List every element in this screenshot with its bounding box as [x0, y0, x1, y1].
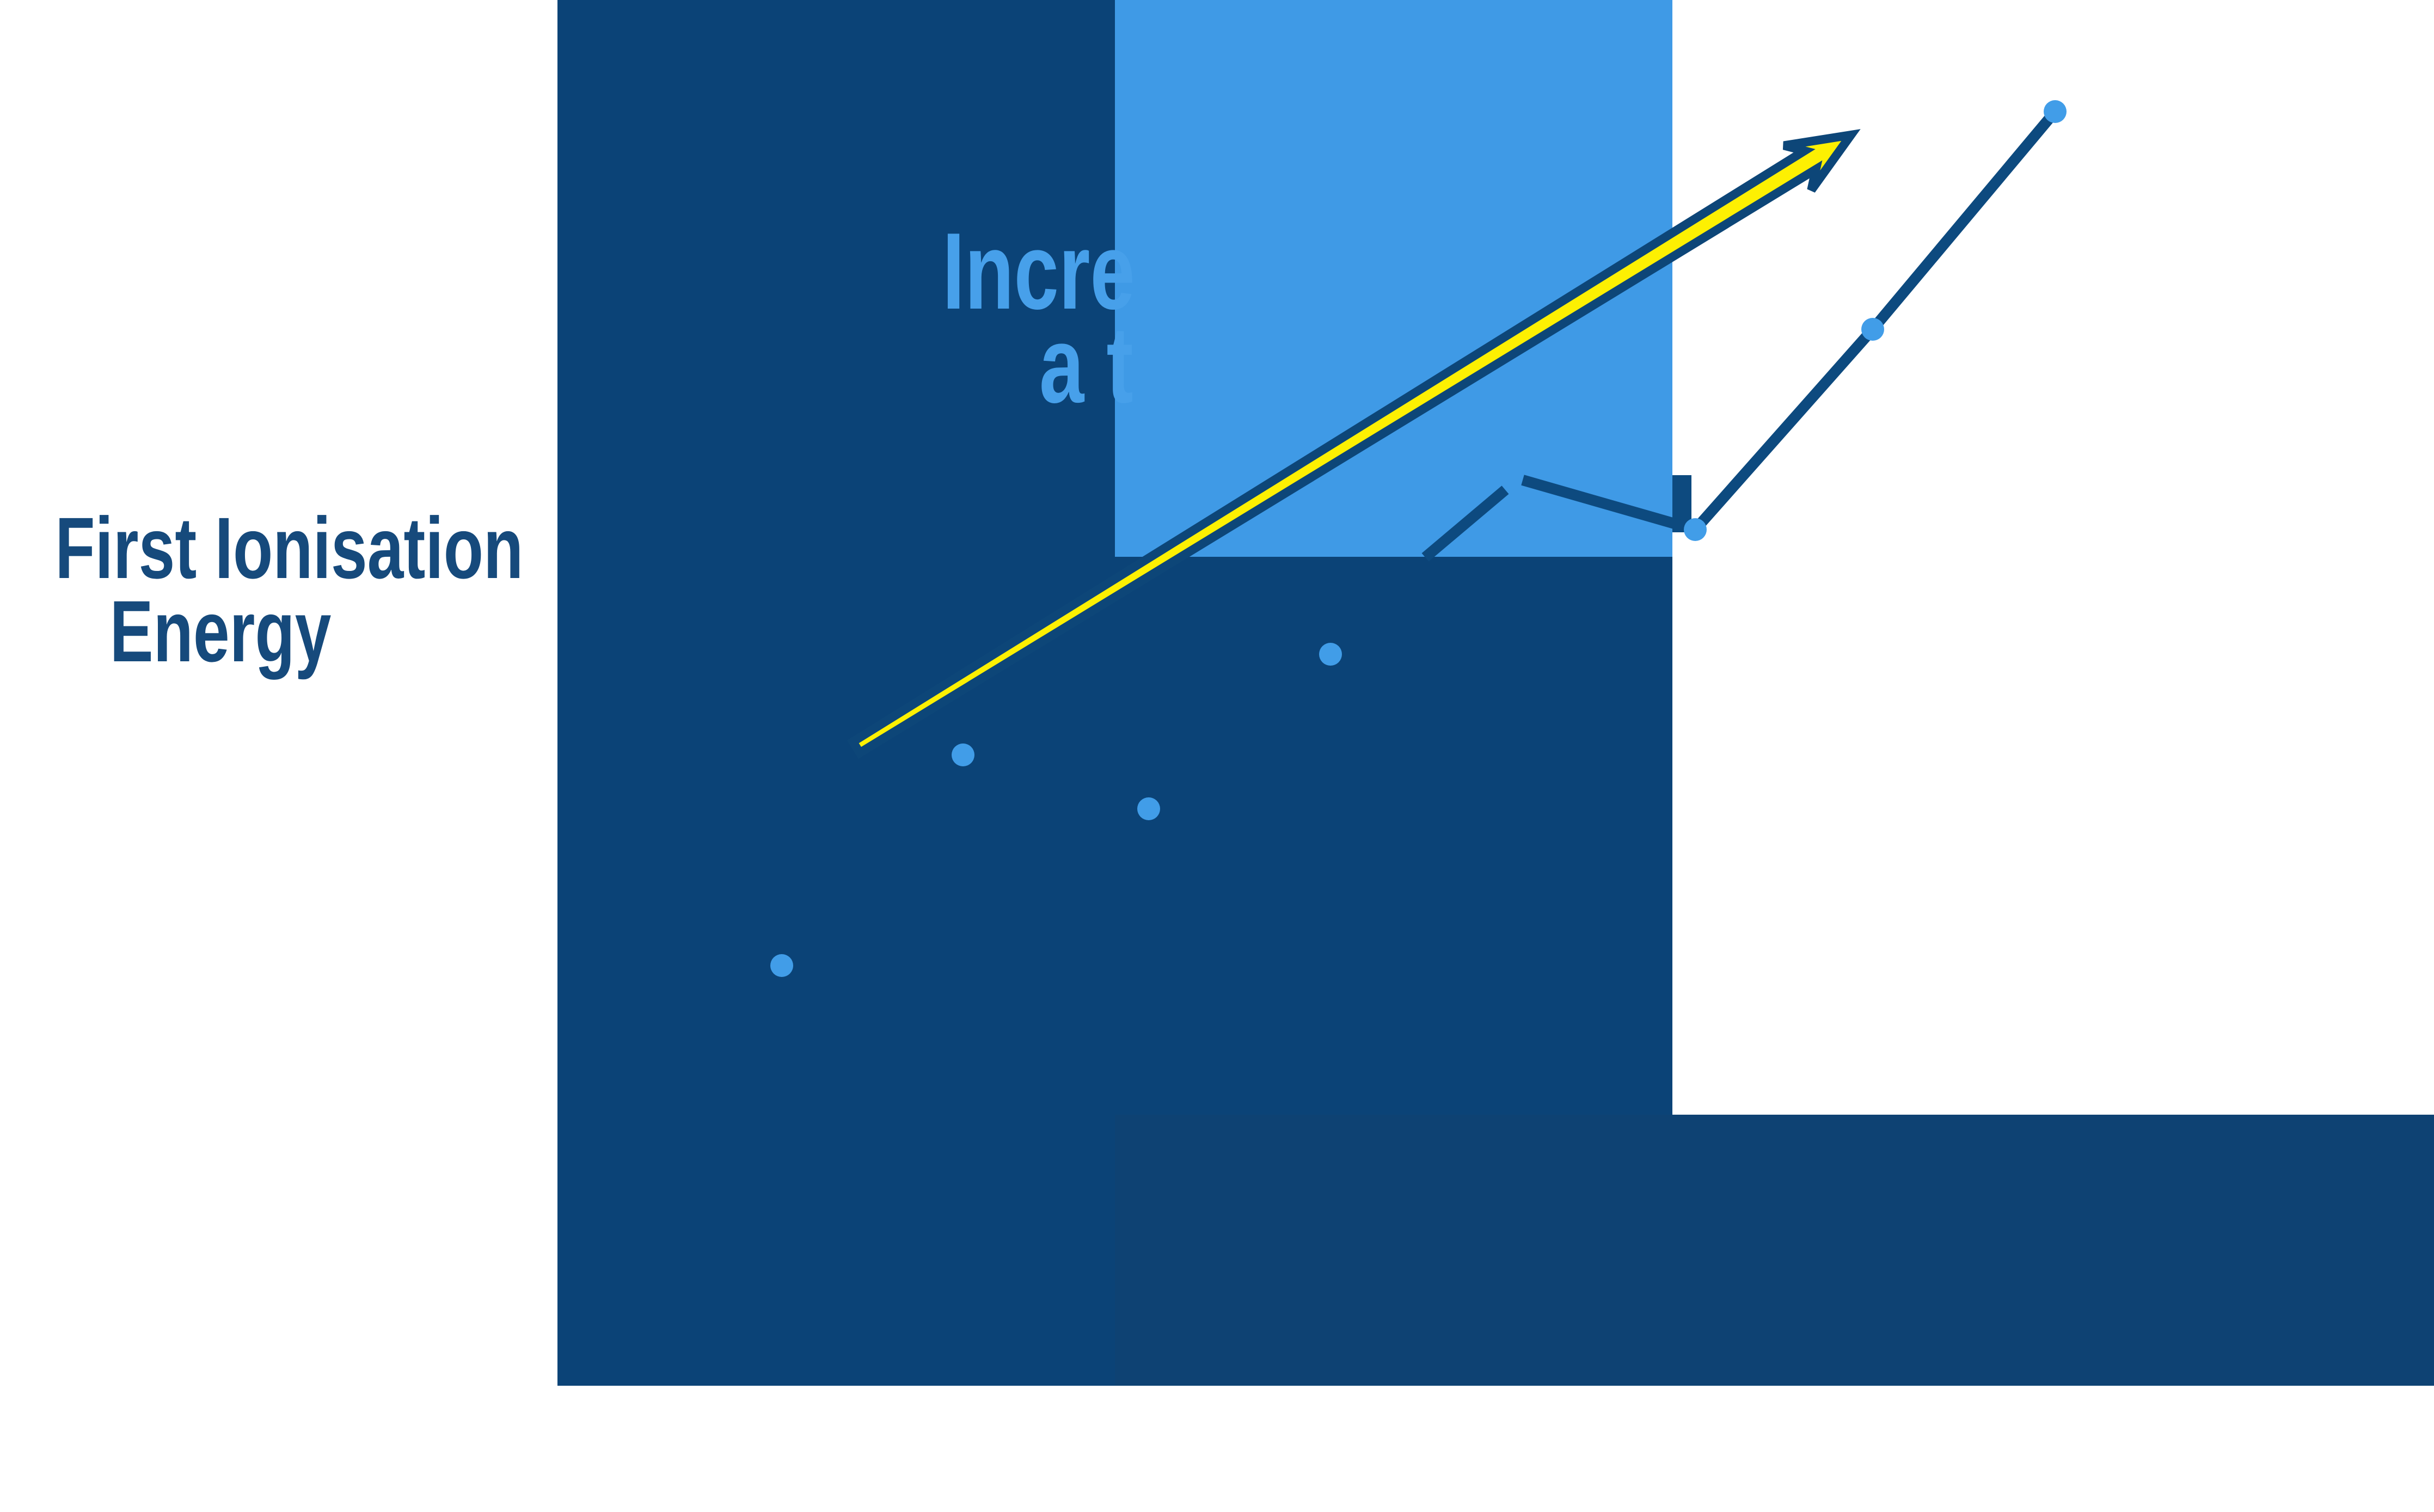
- trend-text-fragment-1: Incre: [942, 217, 1203, 326]
- trend-line-segment: [1521, 475, 1697, 535]
- data-point: [952, 743, 974, 766]
- highlight-square: [1115, 0, 1672, 557]
- trend-text-line2: a t: [1039, 304, 1133, 426]
- trend-text-fragment-2: a t: [1039, 311, 1166, 420]
- data-point: [1137, 797, 1160, 820]
- data-point: [1861, 318, 1884, 341]
- trend-arrow: [847, 129, 1861, 759]
- data-point: [2044, 100, 2067, 123]
- trend-text-line1: Incre: [942, 211, 1135, 332]
- y-axis-label-line2: Energy: [109, 582, 332, 680]
- data-point: [1684, 518, 1707, 541]
- trend-line-segment: [1421, 485, 1509, 562]
- navy-bottom-band: [1115, 1115, 2434, 1386]
- data-point: [1319, 643, 1342, 666]
- data-point: [770, 954, 793, 977]
